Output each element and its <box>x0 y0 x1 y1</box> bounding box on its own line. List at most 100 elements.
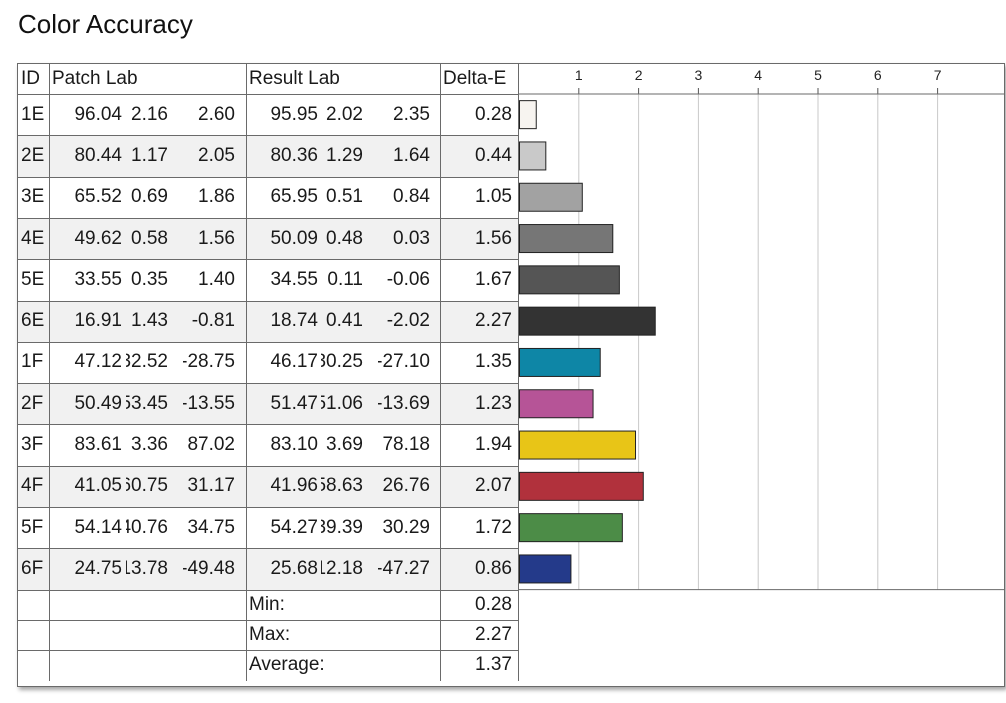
table-row-divider <box>18 217 518 219</box>
summary-label: Average: <box>249 654 325 676</box>
result-lab-value: 65.95 <box>270 186 318 208</box>
table-row <box>18 341 518 384</box>
patch-lab-value: -0.81 <box>191 310 235 332</box>
chart-tick-label: 3 <box>695 67 703 83</box>
delta-e-value: 1.35 <box>475 351 512 373</box>
table-row <box>18 94 518 136</box>
patch-lab-value: 1.43 <box>131 310 168 332</box>
delta-e-bar-2f <box>519 389 594 419</box>
delta-e-bar-3f <box>519 430 637 460</box>
patch-lab-value: 53.45 <box>126 392 168 414</box>
delta-e-bar-2e <box>519 141 547 171</box>
row-id: 1F <box>21 351 44 373</box>
result-lab-value: 0.03 <box>393 227 430 249</box>
patch-lab-value: 41.05 <box>74 475 122 497</box>
chart-tick-label: 2 <box>635 67 643 83</box>
patch-lab-value: -28.75 <box>183 351 235 373</box>
table-row-divider <box>18 300 518 302</box>
table-row-divider <box>18 259 518 261</box>
result-lab-value: -30.25 <box>321 351 363 373</box>
table-row <box>18 259 518 301</box>
result-lab-value: 25.68 <box>270 557 318 579</box>
result-lab-value: 80.36 <box>270 144 318 166</box>
delta-e-value: 1.56 <box>475 227 512 249</box>
result-lab-value: 3.69 <box>326 434 363 456</box>
row-id: 2F <box>21 392 44 414</box>
row-id: 5F <box>21 516 44 538</box>
patch-lab-value: 16.91 <box>74 310 122 332</box>
summary-label: Min: <box>249 593 285 615</box>
patch-lab-value: 87.02 <box>187 434 235 456</box>
table-row-divider <box>18 176 518 178</box>
patch-lab-value: 49.62 <box>74 227 122 249</box>
row-id: 2E <box>21 144 45 166</box>
header-id: ID <box>21 68 40 89</box>
patch-lab-value: 3.36 <box>131 434 168 456</box>
delta-e-value: 0.44 <box>475 144 512 166</box>
table-row <box>18 424 518 466</box>
result-lab-value: 58.63 <box>321 475 363 497</box>
result-lab-value: 12.18 <box>321 557 363 579</box>
summary-value: 2.27 <box>475 624 512 646</box>
patch-lab-value: 2.60 <box>198 103 235 125</box>
row-id: 6F <box>21 557 44 579</box>
patch-lab-value: 2.05 <box>198 144 235 166</box>
result-lab-value: 18.74 <box>270 310 318 332</box>
patch-lab-value: 31.17 <box>187 475 235 497</box>
patch-lab-value: 83.61 <box>74 434 122 456</box>
patch-lab-value: 24.75 <box>74 557 122 579</box>
table-row-divider <box>18 650 518 652</box>
result-lab-value: 95.95 <box>270 103 318 125</box>
result-lab-value: 0.48 <box>326 227 363 249</box>
result-lab-value: -0.06 <box>386 268 430 290</box>
patch-lab-value: 0.35 <box>131 268 168 290</box>
table-row <box>18 176 518 218</box>
table-row-divider <box>18 548 518 550</box>
table-column-divider <box>440 64 441 681</box>
result-lab-value: 78.18 <box>382 434 430 456</box>
table-row-divider <box>18 341 518 343</box>
table-row-divider <box>18 589 518 591</box>
result-lab-value: -13.69 <box>378 392 430 414</box>
delta-e-value: 1.23 <box>475 392 512 414</box>
row-id: 1E <box>21 103 45 125</box>
chart-tick-label: 1 <box>575 67 583 83</box>
header-delta-e: Delta-E <box>443 68 507 89</box>
patch-lab-value: 96.04 <box>74 103 122 125</box>
chart-tick-label: 5 <box>814 67 822 83</box>
header-patch-lab: Patch Lab <box>52 68 138 89</box>
result-lab-value: 2.02 <box>326 103 363 125</box>
table-row-divider <box>18 465 518 467</box>
patch-lab-value: 54.14 <box>74 516 122 538</box>
patch-lab-value: 1.56 <box>198 227 235 249</box>
table-row-divider <box>18 619 518 621</box>
row-id: 4F <box>21 475 44 497</box>
delta-e-bar-1e <box>519 100 537 130</box>
result-lab-value: 34.55 <box>270 268 318 290</box>
delta-e-value: 1.94 <box>475 434 512 456</box>
patch-lab-value: 2.16 <box>131 103 168 125</box>
result-lab-value: 83.10 <box>270 434 318 456</box>
patch-lab-value: 1.17 <box>131 144 168 166</box>
header-result-lab: Result Lab <box>249 68 340 89</box>
delta-e-value: 1.67 <box>475 268 512 290</box>
table-row <box>18 300 518 342</box>
result-lab-value: 30.29 <box>382 516 430 538</box>
table-row-divider <box>18 383 518 385</box>
result-lab-value: -47.27 <box>378 557 430 579</box>
row-id: 4E <box>21 227 45 249</box>
result-lab-value: 0.51 <box>326 186 363 208</box>
delta-e-value: 0.28 <box>475 103 512 125</box>
result-lab-value: 0.41 <box>326 310 363 332</box>
result-lab-value: 54.27 <box>270 516 318 538</box>
delta-e-bar-4e <box>519 224 614 254</box>
row-id: 3E <box>21 186 45 208</box>
patch-lab-value: 65.52 <box>74 186 122 208</box>
summary-value: 1.37 <box>475 654 512 676</box>
result-lab-value: -2.02 <box>386 310 430 332</box>
patch-lab-value: 33.55 <box>74 268 122 290</box>
table-row <box>18 548 518 590</box>
delta-e-value: 2.27 <box>475 310 512 332</box>
table-row-divider <box>18 135 518 137</box>
table-row <box>18 217 518 260</box>
